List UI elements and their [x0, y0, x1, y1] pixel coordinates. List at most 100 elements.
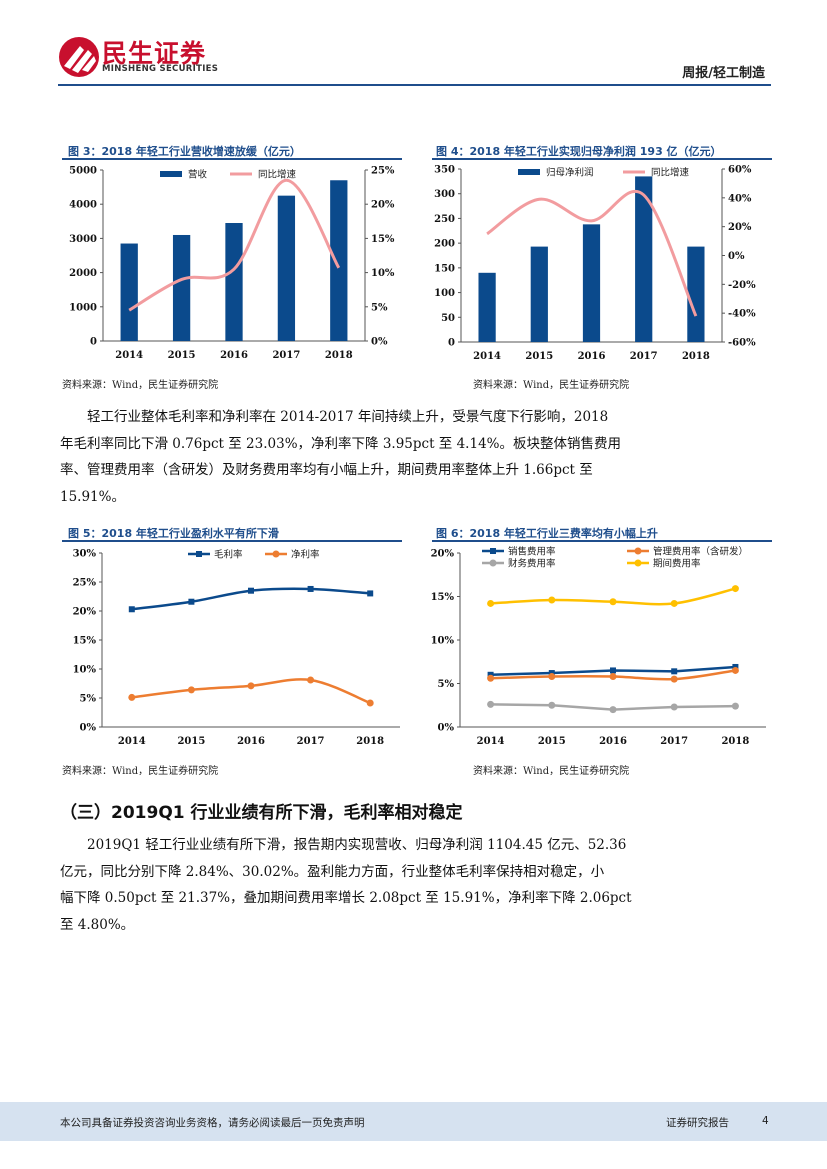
figure-3-rule [62, 158, 402, 160]
data-point [187, 686, 195, 694]
figure-6-source: 资料来源：Wind，民生证券研究院 [473, 766, 630, 777]
data-point [487, 674, 495, 682]
legend-label: 期间费用率 [653, 558, 701, 570]
legend-label: 归母净利润 [546, 167, 594, 179]
data-point [366, 699, 374, 707]
y-tick-label: 30% [73, 549, 97, 560]
chart-figure-3: 0 1000 2000 3000 4000 5000 0% 5% 10% 15% 20% 25% 201… [69, 166, 395, 362]
data-point [487, 700, 495, 708]
paragraph-line: 亿元，同比分别下降 2.84%、30.02%。盈利能力方面，行业整体毛利率保持相… [60, 863, 605, 880]
x-tick-label: 2014 [118, 736, 146, 747]
data-point [128, 693, 136, 701]
y-tick-label: 0% [438, 723, 455, 734]
legend-swatch-bar [518, 169, 540, 175]
bar [687, 246, 705, 342]
bar [582, 224, 601, 342]
data-point [548, 673, 556, 681]
data-point [307, 585, 314, 592]
x-tick-label: 2017 [630, 351, 658, 362]
page-header: 民生证券 MINSHENG SECURITIES 周报/轻工制造 [0, 0, 827, 95]
x-tick-label: 2014 [115, 350, 143, 361]
y-tick-label-left: 100 [434, 288, 455, 299]
legend-marker [634, 559, 642, 567]
y-tick-label-right: 25% [371, 166, 395, 177]
data-point [247, 682, 255, 690]
bar [478, 272, 496, 342]
y-tick-label-left: 5000 [69, 166, 97, 177]
data-point [671, 668, 678, 675]
y-tick-label-right: 20% [728, 222, 752, 233]
data-point [128, 606, 135, 613]
paragraph-line: 轻工行业整体毛利率和净利率在 2014-2017 年间持续上升，受景气度下行影响… [87, 409, 609, 425]
paragraph-q1-review: 2019Q1 轻工行业业绩有所下滑，报告期内实现营收、归母净利润 1104.45… [60, 832, 632, 938]
y-tick-label-right: 5% [371, 302, 388, 313]
x-tick-label: 2018 [325, 350, 353, 361]
bar [277, 195, 296, 341]
y-tick-label-left: 300 [434, 189, 455, 200]
y-tick-label-left: 200 [434, 239, 455, 250]
y-tick-label-left: 3000 [69, 234, 97, 245]
legend-swatch-bar [160, 171, 182, 177]
legend-label: 毛利率 [214, 549, 243, 561]
y-tick-label-right: 10% [371, 268, 395, 279]
figure-5-rule [62, 540, 402, 542]
y-tick-label-left: 4000 [69, 200, 97, 211]
data-point [731, 666, 739, 674]
y-tick-label: 20% [431, 549, 455, 560]
y-tick-label-left: 0 [90, 337, 97, 348]
y-tick-label-right: -20% [728, 280, 756, 291]
figure-3-source: 资料来源：Wind，民生证券研究院 [62, 380, 219, 391]
header-divider [58, 84, 771, 86]
bar [635, 176, 653, 342]
y-tick-label: 25% [73, 578, 97, 589]
data-point [609, 706, 617, 714]
y-tick-label-left: 0 [448, 338, 455, 349]
data-point [248, 587, 254, 594]
figure-6-title: 图 6：2018 年轻工行业三费率均有小幅上升 [436, 527, 658, 540]
figure-5-title: 图 5：2018 年轻工行业盈利水平有所下滑 [68, 527, 279, 540]
data-point [487, 599, 495, 607]
data-point [670, 703, 678, 711]
legend-label: 同比增速 [258, 169, 297, 181]
y-tick-label-left: 50 [441, 313, 455, 324]
x-tick-label: 2016 [237, 736, 265, 747]
paragraph-line: 至 4.80%。 [60, 916, 135, 933]
legend-marker [272, 550, 280, 558]
data-point [548, 596, 556, 604]
figure-4-rule [432, 158, 772, 160]
chart-figure-5: 0% 5% 10% 15% 20% 25% 30% 2014 2015 2016 2017 2018 毛… [73, 549, 400, 747]
y-tick-label-right: 20% [371, 200, 395, 211]
y-tick-label-left: 250 [434, 214, 455, 225]
legend-marker [634, 547, 642, 555]
legend-label: 净利率 [291, 549, 320, 561]
growth-line [486, 189, 698, 317]
x-tick-label: 2014 [473, 351, 501, 362]
legend-marker [489, 559, 497, 567]
legend-label: 营收 [188, 169, 208, 181]
legend-marker [490, 548, 496, 554]
y-tick-label-right: -40% [728, 309, 756, 320]
paragraph-profitability: 轻工行业整体毛利率和净利率在 2014-2017 年间持续上升，受景气度下行影响… [60, 404, 626, 510]
y-tick-label-right: 0% [371, 337, 388, 348]
y-tick-label-right: -60% [728, 338, 756, 349]
x-tick-label: 2018 [682, 351, 710, 362]
x-tick-label: 2016 [578, 351, 606, 362]
footer-report-type: 证券研究报告 [666, 1117, 729, 1129]
x-tick-label: 2014 [477, 736, 505, 747]
report-category: 周报/轻工制造 [682, 66, 765, 81]
x-tick-label: 2016 [599, 736, 627, 747]
y-tick-label-right: 60% [728, 165, 752, 176]
x-tick-label: 2015 [177, 736, 205, 747]
data-point [188, 598, 195, 605]
y-tick-label-left: 1000 [69, 302, 97, 313]
data-point [731, 702, 739, 710]
x-tick-label: 2017 [272, 350, 300, 361]
x-tick-label: 2015 [525, 351, 553, 362]
figure-4-title: 图 4：2018 年轻工行业实现归母净利润 193 亿（亿元） [436, 145, 722, 158]
y-tick-label: 5% [438, 679, 455, 690]
x-tick-label: 2017 [660, 736, 688, 747]
bar [172, 234, 191, 341]
data-point [307, 676, 315, 684]
y-tick-label-left: 350 [434, 165, 455, 176]
y-tick-label: 15% [73, 636, 97, 647]
